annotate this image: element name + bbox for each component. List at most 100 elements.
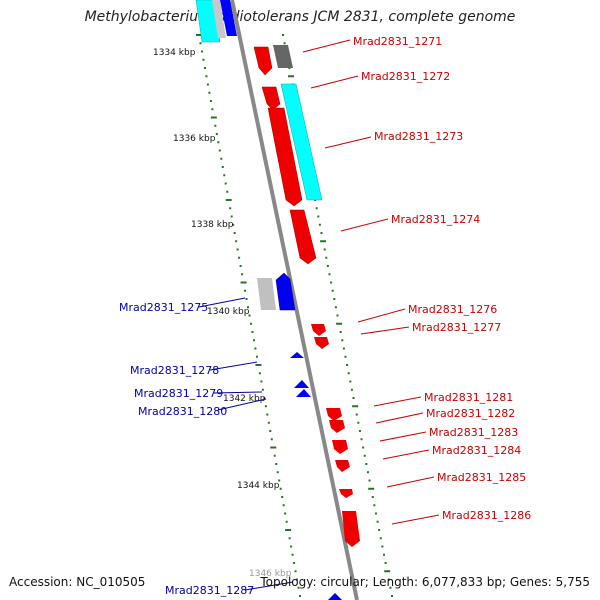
tick-dot [288, 75, 295, 78]
tick-dot [232, 223, 235, 226]
gene-mrad2831-1282[interactable] [329, 420, 345, 433]
pseudo-gene-near-1275[interactable] [257, 278, 276, 310]
gene-mrad2831-1287[interactable] [328, 593, 342, 600]
tick-dot [225, 199, 232, 201]
tick-dot [349, 380, 352, 383]
tick-dot [236, 248, 239, 251]
tick-dot [334, 306, 337, 309]
label-mrad2831-1285[interactable]: Mrad2831_1285 [437, 471, 526, 484]
tick-dot [368, 479, 371, 482]
tick-dot [320, 240, 327, 243]
tick-dot [284, 512, 287, 515]
gene-mrad2831-1284[interactable] [335, 460, 350, 472]
gene-mrad2831-1276[interactable] [311, 324, 326, 336]
tick-label-1340: 1340 kbp [207, 307, 250, 317]
tick-dot [290, 545, 293, 548]
tick-dot [206, 83, 209, 86]
gene-mrad2831-1279[interactable] [294, 380, 309, 388]
tick-dot [233, 232, 236, 234]
tick-dot [323, 248, 326, 251]
tick-dot [196, 34, 202, 36]
tick-dot [249, 322, 252, 325]
tick-dot [379, 537, 382, 540]
gene-mrad2831-1280[interactable] [296, 389, 311, 397]
tick-dot [266, 413, 269, 416]
tick-dot [258, 372, 261, 375]
tick-dot [366, 471, 369, 474]
reverse-gene-top[interactable] [220, 0, 237, 36]
tick-dot [283, 42, 286, 45]
label-mrad2831-1283[interactable]: Mrad2831_1283 [429, 426, 518, 439]
tick-dot [275, 463, 278, 465]
rna-mrad2831-1273[interactable] [280, 83, 323, 201]
label-mrad2831-1271[interactable]: Mrad2831_1271 [353, 35, 442, 48]
tick-dot [282, 504, 285, 507]
tick-dot [226, 190, 229, 193]
tick-dot [267, 421, 270, 424]
gene-mrad2831-1285[interactable] [339, 489, 353, 498]
tick-dot [387, 578, 390, 581]
tick-dot [229, 207, 232, 210]
tick-dot [279, 487, 282, 490]
accession-text: Accession: NC_010505 [9, 575, 146, 589]
gene-mrad2831-1281[interactable] [326, 408, 342, 421]
pseudo-feature-top[interactable] [212, 0, 226, 38]
gene-mrad2831-1283[interactable] [332, 440, 348, 454]
map-title: Methylobacterium radiotolerans JCM 2831,… [84, 9, 516, 25]
label-mrad2831-1282[interactable]: Mrad2831_1282 [426, 407, 515, 420]
gene-mrad2831-1277[interactable] [314, 337, 329, 349]
gene-mrad2831-1286[interactable] [342, 511, 360, 547]
tick-dot [282, 34, 284, 36]
tick-dot [260, 380, 263, 383]
tick-dot [333, 298, 336, 300]
tick-dot [211, 108, 214, 111]
tick-dot [240, 281, 247, 284]
tick-dot [355, 413, 358, 416]
tick-dot [371, 496, 374, 498]
label-mrad2831-1276[interactable]: Mrad2831_1276 [408, 303, 497, 316]
label-mrad2831-1275[interactable]: Mrad2831_1275 [119, 301, 208, 314]
tick-dot [293, 562, 296, 564]
tick-dot [261, 388, 264, 391]
tick-dot [344, 355, 347, 358]
tick-label-1334: 1334 kbp [153, 48, 196, 58]
tick-dot [341, 339, 344, 342]
tick-dot [352, 397, 355, 399]
label-mrad2831-1287[interactable]: Mrad2831_1287 [165, 584, 254, 597]
label-mrad2831-1273[interactable]: Mrad2831_1273 [374, 130, 463, 143]
feature-top-partial[interactable] [195, 0, 237, 43]
label-mrad2831-1279[interactable]: Mrad2831_1279 [134, 387, 223, 400]
label-mrad2831-1286[interactable]: Mrad2831_1286 [442, 509, 531, 522]
label-mrad2831-1274[interactable]: Mrad2831_1274 [391, 213, 480, 226]
gene-mrad2831-1272[interactable] [261, 86, 281, 111]
reverse-labels: Mrad2831_1275 Mrad2831_1278 Mrad2831_127… [119, 297, 294, 597]
tick-dot [381, 545, 384, 548]
gene-mrad2831-1274[interactable] [289, 209, 317, 265]
tick-dot [269, 430, 272, 432]
tick-dot [221, 166, 224, 168]
label-mrad2831-1272[interactable]: Mrad2831_1272 [361, 70, 450, 83]
tick-dot [291, 553, 294, 556]
tick-dot [347, 372, 350, 375]
label-mrad2831-1281[interactable]: Mrad2831_1281 [424, 391, 513, 404]
tick-dot [238, 256, 241, 259]
tick-dot [326, 265, 329, 267]
label-mrad2831-1278[interactable]: Mrad2831_1278 [130, 364, 219, 377]
gene-mrad2831-1273[interactable] [267, 107, 303, 207]
tick-dot [285, 529, 292, 531]
tick-dot [330, 281, 333, 284]
tick-dot [273, 454, 276, 457]
label-mrad2831-1277[interactable]: Mrad2831_1277 [412, 321, 501, 334]
gene-mrad2831-1278[interactable] [290, 352, 304, 358]
tick-dot [384, 570, 391, 573]
genome-summary-text: Topology: circular; Length: 6,077,833 bp… [260, 575, 590, 589]
label-mrad2831-1280[interactable]: Mrad2831_1280 [138, 405, 227, 418]
pseudo-gene-near-1271[interactable] [273, 45, 293, 68]
tick-dot [247, 306, 250, 309]
tick-dot [245, 298, 248, 300]
tick-dot [296, 578, 299, 581]
gene-mrad2831-1271[interactable] [253, 46, 273, 76]
label-mrad2831-1284[interactable]: Mrad2831_1284 [432, 444, 521, 457]
gene-mrad2831-1275[interactable] [275, 272, 296, 311]
